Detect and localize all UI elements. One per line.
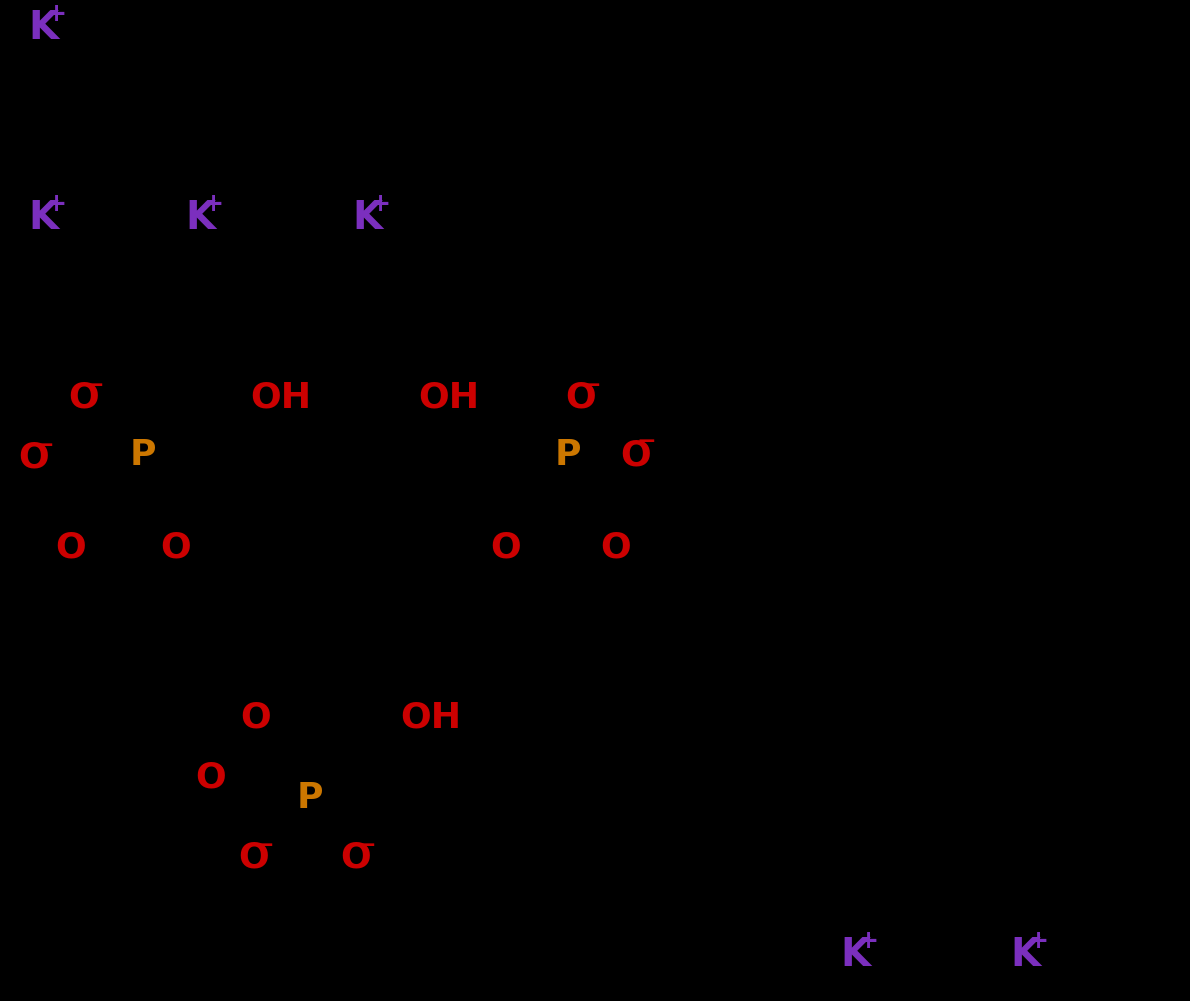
Text: K: K [184,199,215,237]
Text: K: K [29,199,58,237]
Text: OH: OH [418,381,480,415]
Text: K: K [1010,936,1040,974]
Text: −: − [637,430,656,453]
Text: −: − [35,433,54,456]
Text: O: O [55,531,86,565]
Text: +: + [45,2,67,26]
Text: −: − [255,834,274,857]
Text: −: − [581,373,601,396]
Text: O: O [490,531,521,565]
Text: O: O [600,531,631,565]
Text: P: P [555,438,582,472]
Text: −: − [84,373,104,396]
Text: P: P [298,781,324,815]
Text: K: K [29,9,58,47]
Text: +: + [857,929,878,953]
Text: +: + [369,192,390,216]
Text: +: + [202,192,224,216]
Text: OH: OH [250,381,311,415]
Text: K: K [840,936,870,974]
Text: O: O [565,381,596,415]
Text: O: O [68,381,99,415]
Text: OH: OH [400,701,462,735]
Text: O: O [18,441,49,475]
Text: O: O [195,761,226,795]
Text: O: O [159,531,190,565]
Text: P: P [130,438,157,472]
Text: −: − [356,834,376,857]
Text: O: O [340,841,371,875]
Text: O: O [240,701,271,735]
Text: K: K [352,199,382,237]
Text: O: O [620,438,651,472]
Text: O: O [238,841,269,875]
Text: +: + [1027,929,1048,953]
Text: +: + [45,192,67,216]
